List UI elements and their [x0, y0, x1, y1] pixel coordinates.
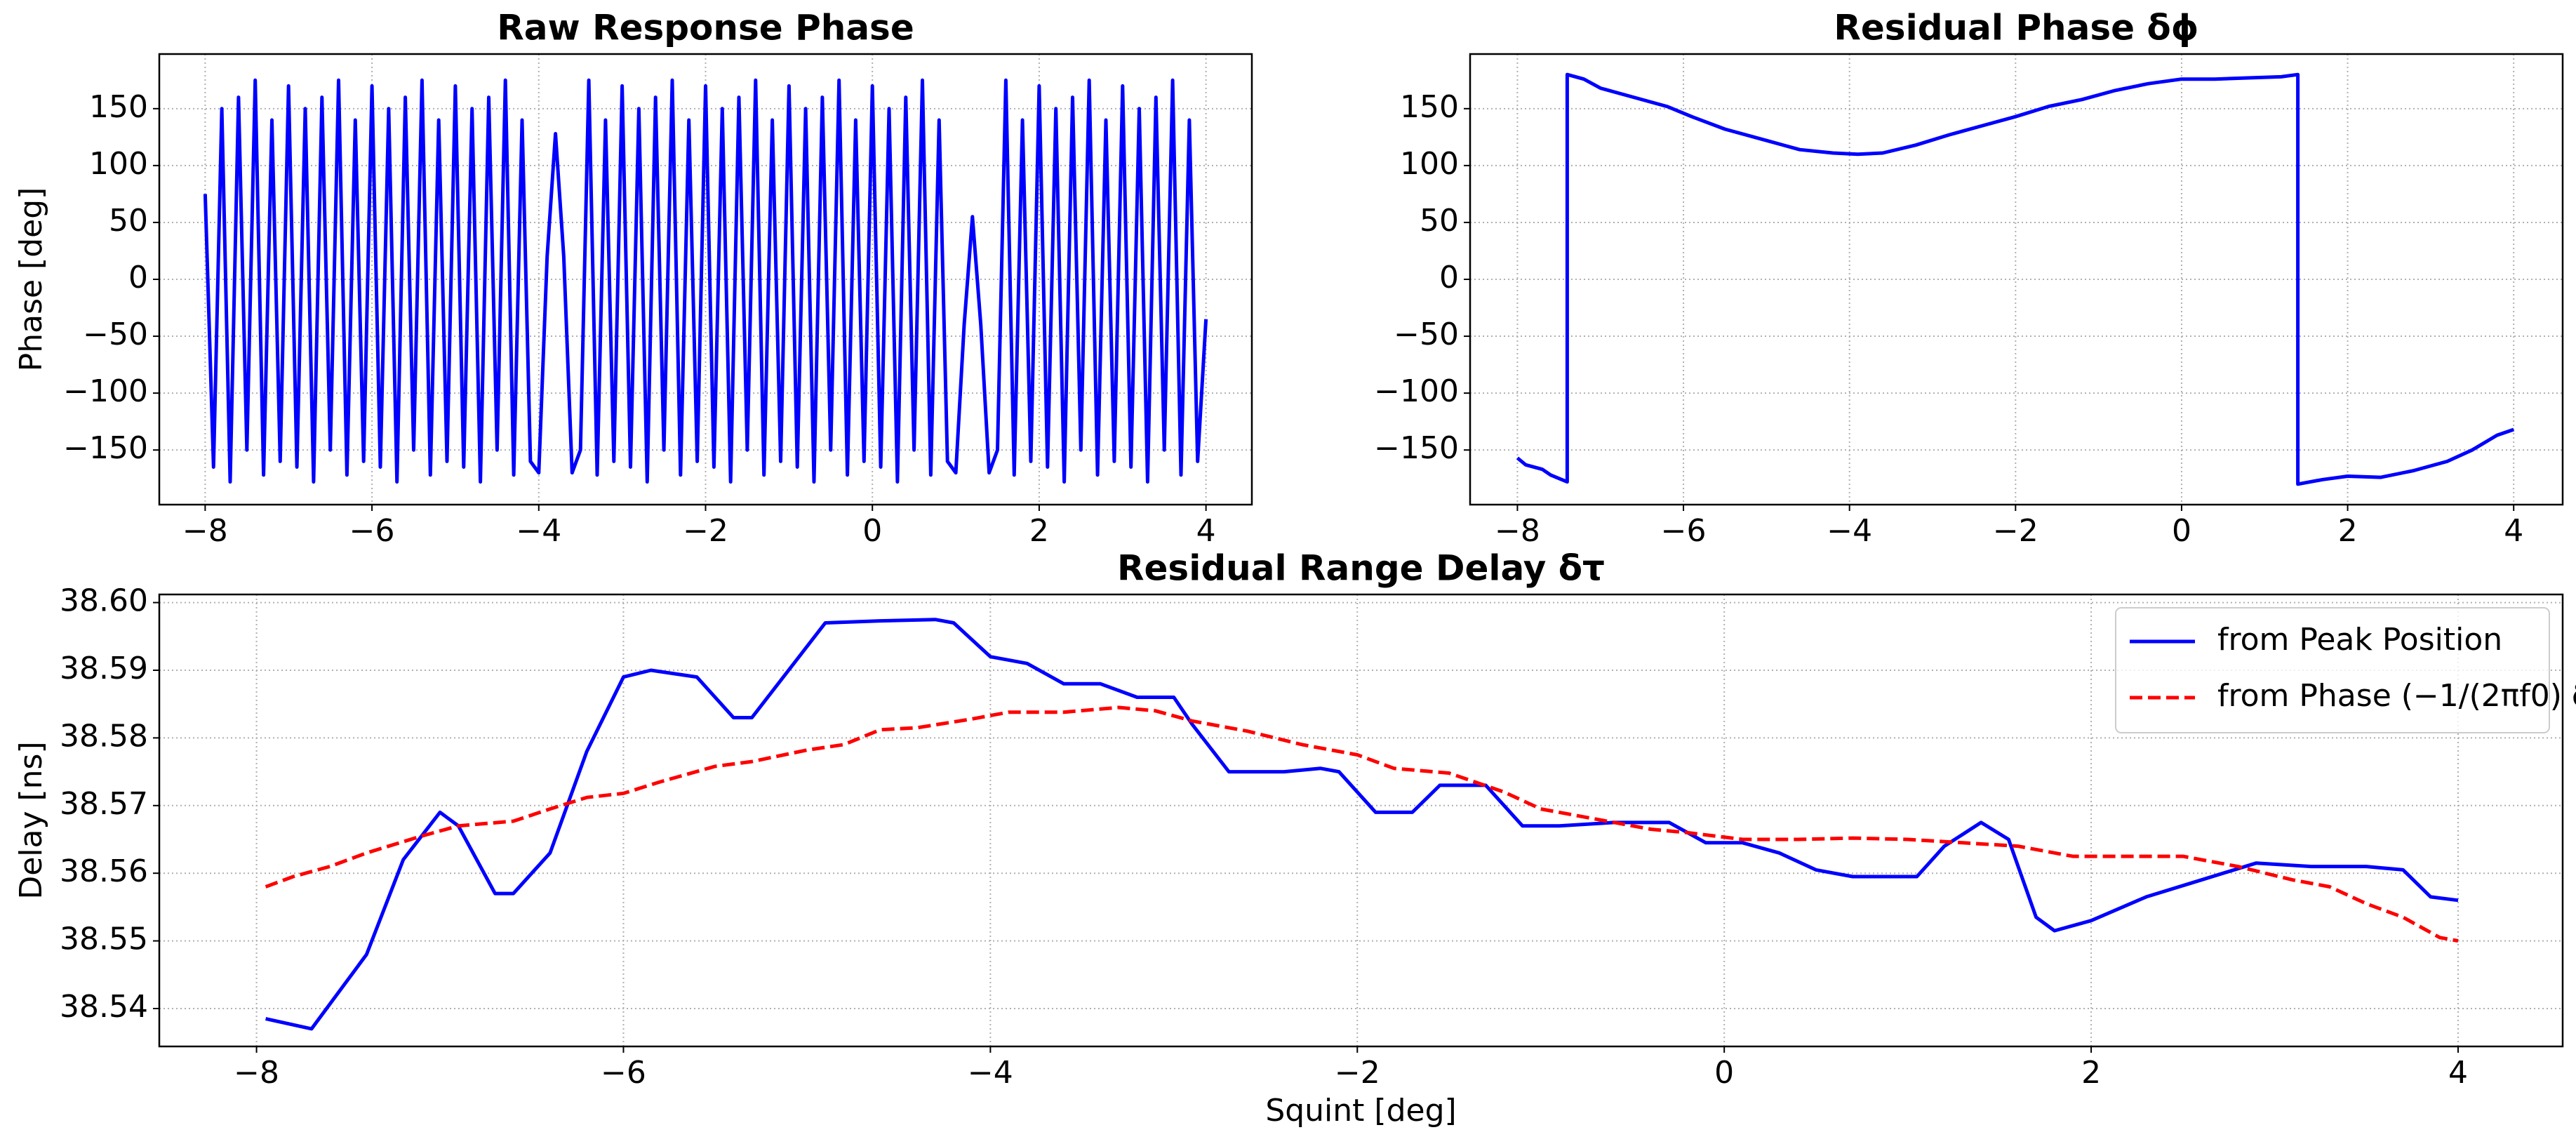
series-line: [265, 618, 2459, 1031]
x-tick-label: 0: [2172, 513, 2191, 549]
y-tick-label: 38.58: [60, 718, 148, 754]
legend-label: from Phase (−1/(2πf0) δχ): [2217, 678, 2576, 714]
x-tick-label: −4: [516, 513, 561, 549]
x-tick-label: 4: [1196, 513, 1216, 549]
y-tick-label: 38.60: [60, 583, 148, 619]
y-tick-label: −150: [1374, 430, 1459, 466]
y-tick-label: 50: [1420, 203, 1459, 239]
x-tick-label: −2: [683, 513, 728, 549]
y-tick-label: 100: [1400, 146, 1459, 182]
x-tick-label: 2: [1029, 513, 1049, 549]
x-axis-label: Squint [deg]: [1265, 1093, 1456, 1129]
y-tick-label: 38.57: [60, 786, 148, 822]
y-tick-label: 38.56: [60, 853, 148, 889]
y-tick-label: 38.54: [60, 989, 148, 1025]
x-tick-label: 2: [2338, 513, 2358, 549]
y-tick-label: 150: [1400, 89, 1459, 125]
x-tick-label: 4: [2504, 513, 2523, 549]
y-tick-label: −100: [1374, 373, 1459, 409]
axes-frame: [1469, 53, 2564, 506]
chart-title: Residual Range Delay δτ: [1117, 548, 1605, 589]
x-tick-label: −8: [182, 513, 228, 549]
y-axis-label: Phase [deg]: [13, 187, 49, 372]
axes-frame: [158, 593, 2564, 1048]
y-tick-label: −50: [1394, 317, 1459, 352]
x-tick-label: −6: [601, 1055, 646, 1091]
legend-label: from Peak Position: [2217, 622, 2502, 658]
x-tick-label: −2: [1335, 1055, 1380, 1091]
x-tick-label: −8: [234, 1055, 279, 1091]
x-tick-label: −4: [968, 1055, 1013, 1091]
series-line: [1516, 72, 2515, 486]
y-tick-label: −150: [63, 430, 148, 466]
y-tick-label: 150: [89, 89, 148, 125]
y-tick-label: 38.59: [60, 651, 148, 686]
series-line: [265, 705, 2459, 943]
x-tick-label: −2: [1993, 513, 2038, 549]
x-tick-label: 2: [2081, 1055, 2101, 1091]
x-tick-label: −4: [1827, 513, 1872, 549]
y-tick-label: 100: [89, 146, 148, 182]
y-tick-label: −50: [83, 317, 148, 352]
y-axis-label: Delay [ns]: [13, 741, 49, 899]
x-tick-label: 0: [862, 513, 882, 549]
y-tick-label: −100: [63, 373, 148, 409]
chart-title: Residual Phase δϕ: [1834, 8, 2198, 48]
x-tick-label: −6: [349, 513, 395, 549]
series-line: [203, 78, 1208, 484]
axes-frame: [158, 53, 1253, 506]
x-tick-label: 4: [2448, 1055, 2468, 1091]
chart-title: Raw Response Phase: [497, 8, 914, 48]
y-tick-label: 0: [128, 260, 148, 295]
x-tick-label: −8: [1495, 513, 1540, 549]
y-tick-label: 0: [1439, 260, 1459, 295]
x-tick-label: 0: [1714, 1055, 1734, 1091]
y-tick-label: 50: [109, 203, 148, 239]
legend-box: [2115, 607, 2550, 733]
x-tick-label: −6: [1661, 513, 1707, 549]
y-tick-label: 38.55: [60, 922, 148, 957]
